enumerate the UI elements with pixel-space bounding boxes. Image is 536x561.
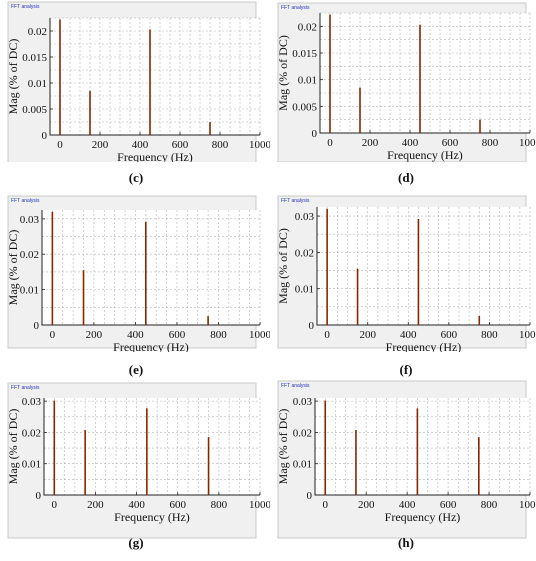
x-tick-label: 600 [169, 499, 186, 511]
y-tick-label: 0.02 [20, 249, 39, 261]
y-tick-label: 0 [309, 320, 315, 332]
fft-chart-d: FFT analysis 0 0.005 0.01 0.015 0.02 0 200 400 60… [276, 2, 536, 162]
fft-chart-h: FFT analysis 0 0.01 0.02 0.03 0 200 400 600 800 10… [276, 380, 536, 539]
x-tick-label: 200 [92, 139, 109, 151]
x-tick-label: 200 [86, 329, 103, 341]
x-tick-label: 0 [327, 137, 333, 149]
panel-caption: (f) [399, 362, 413, 377]
x-tick-label: 600 [169, 329, 186, 341]
x-tick-label: 800 [482, 137, 499, 149]
x-tick-label: 400 [128, 499, 145, 511]
x-tick-label: 0 [52, 499, 58, 511]
chart-title: FFT analysis [11, 385, 40, 391]
fft-chart-c: FFT analysis 0 0.005 0.01 0.015 0.02 0 200 400 60… [6, 1, 270, 162]
fft-chart-g: FFT analysis 0 0.01 0.02 0.03 0 200 400 600 800 10… [6, 382, 270, 539]
x-tick-label: 200 [358, 499, 375, 511]
panel-caption: (e) [128, 362, 144, 377]
y-tick-label: 0.02 [293, 427, 312, 439]
chart-title: FFT analysis [281, 5, 310, 11]
y-axis-label: Mag (% of DC) [6, 409, 20, 485]
y-tick-label: 0.02 [28, 26, 47, 38]
fft-chart-e: FFT analysis 0 0.01 0.02 0.03 0 200 400 600 800 10… [6, 195, 270, 352]
x-tick-label: 400 [400, 329, 417, 341]
y-tick-label: 0.03 [20, 214, 40, 226]
y-tick-label: 0 [36, 490, 42, 502]
x-tick-label: 800 [210, 329, 227, 341]
fft-panel-d: FFT analysis 0 0.005 0.01 0.015 0.02 0 200 400 60… [272, 0, 536, 185]
y-tick-label: 0.03 [293, 396, 313, 408]
panel-caption: (h) [398, 535, 414, 550]
y-tick-label: 0 [312, 128, 318, 140]
x-tick-label: 0 [57, 139, 63, 151]
x-tick-label: 400 [399, 499, 416, 511]
x-tick-label: 400 [402, 137, 419, 149]
y-tick-label: 0.02 [295, 247, 314, 259]
x-tick-label: 400 [127, 329, 144, 341]
x-tick-label: 600 [440, 499, 457, 511]
x-tick-label: 200 [362, 137, 379, 149]
y-tick-label: 0 [34, 320, 40, 332]
x-tick-label: 0 [322, 499, 328, 511]
y-axis-label: Mag (% of DC) [6, 39, 20, 115]
y-tick-label: 0.01 [295, 284, 314, 296]
x-axis-label: Frequency (Hz) [386, 340, 462, 352]
y-tick-label: 0.01 [20, 285, 39, 297]
y-tick-label: 0.03 [22, 396, 42, 408]
x-tick-label: 0 [50, 329, 56, 341]
panel-caption: (g) [128, 535, 144, 550]
x-tick-label: 1000 [249, 499, 270, 511]
chart-title: FFT analysis [11, 4, 40, 10]
y-tick-label: 0.03 [295, 211, 315, 223]
fft-panel-c: FFT analysis 0 0.005 0.01 0.015 0.02 0 200 400 60… [2, 0, 270, 185]
x-tick-label: 600 [172, 139, 189, 151]
fft-chart-f: FFT analysis 0 0.01 0.02 0.03 0 200 400 600 800 10… [276, 195, 536, 352]
x-axis-label: Frequency (Hz) [387, 148, 463, 162]
y-tick-label: 0.015 [292, 48, 317, 60]
y-axis-label: Mag (% of DC) [276, 228, 290, 304]
x-tick-label: 600 [442, 137, 459, 149]
y-axis-label: Mag (% of DC) [276, 409, 290, 485]
chart-title: FFT analysis [11, 198, 40, 204]
fft-panel-g: FFT analysis 0 0.01 0.02 0.03 0 200 400 600 800 10… [2, 378, 270, 561]
x-axis-label: Frequency (Hz) [385, 510, 461, 524]
x-tick-label: 1000 [519, 499, 536, 511]
fft-panel-h: FFT analysis 0 0.01 0.02 0.03 0 200 400 600 800 10… [272, 378, 536, 561]
x-tick-label: 1000 [249, 329, 270, 341]
y-tick-label: 0 [42, 130, 48, 142]
x-tick-label: 1000 [519, 329, 536, 341]
x-tick-label: 1000 [249, 139, 270, 151]
x-axis-label: Frequency (Hz) [113, 340, 189, 352]
x-tick-label: 400 [132, 139, 149, 151]
x-tick-label: 800 [211, 499, 228, 511]
fft-panel-f: FFT analysis 0 0.01 0.02 0.03 0 200 400 600 800 10… [272, 190, 536, 377]
y-tick-label: 0.01 [298, 75, 317, 87]
chart-title: FFT analysis [281, 383, 310, 389]
x-tick-label: 0 [324, 329, 330, 341]
x-tick-label: 800 [212, 139, 229, 151]
y-tick-label: 0.015 [22, 52, 47, 64]
y-tick-label: 0.02 [22, 427, 41, 439]
x-tick-label: 200 [359, 329, 376, 341]
x-tick-label: 600 [441, 329, 458, 341]
y-axis-label: Mag (% of DC) [276, 35, 290, 111]
y-tick-label: 0.01 [28, 78, 47, 90]
x-axis-label: Frequency (Hz) [117, 150, 193, 162]
y-tick-label: 0.005 [292, 101, 317, 113]
x-tick-label: 800 [481, 499, 498, 511]
x-tick-label: 200 [87, 499, 104, 511]
y-axis-label: Mag (% of DC) [6, 230, 20, 306]
y-tick-label: 0.01 [22, 459, 41, 471]
x-tick-label: 1000 [519, 137, 536, 149]
panel-caption: (c) [128, 170, 144, 185]
y-tick-label: 0 [307, 490, 313, 502]
panel-caption: (d) [398, 170, 414, 185]
y-tick-label: 0.01 [293, 459, 312, 471]
fft-panel-e: FFT analysis 0 0.01 0.02 0.03 0 200 400 600 800 10… [2, 190, 270, 377]
x-tick-label: 800 [481, 329, 498, 341]
y-tick-label: 0.02 [298, 21, 317, 33]
chart-title: FFT analysis [281, 198, 310, 204]
x-axis-label: Frequency (Hz) [114, 510, 190, 524]
y-tick-label: 0.005 [22, 104, 47, 116]
